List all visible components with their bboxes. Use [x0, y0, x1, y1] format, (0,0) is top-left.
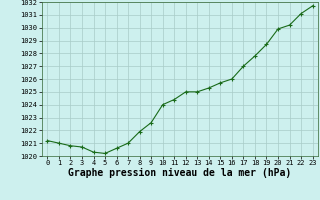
X-axis label: Graphe pression niveau de la mer (hPa): Graphe pression niveau de la mer (hPa): [68, 168, 292, 178]
